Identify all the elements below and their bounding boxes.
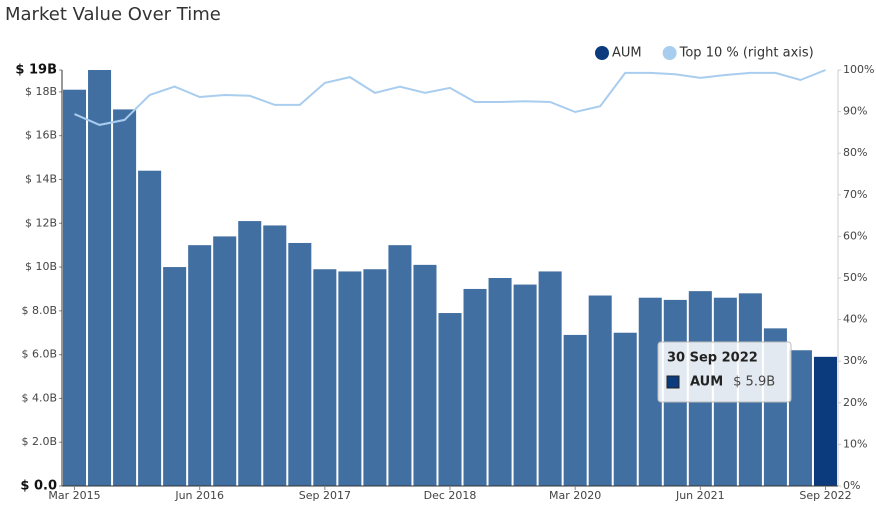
chart-title: Market Value Over Time (5, 4, 221, 25)
bar (263, 225, 287, 486)
bar (188, 245, 212, 486)
bar (638, 297, 662, 486)
bar (313, 269, 337, 486)
y-tick-label: $ 18B (25, 85, 57, 98)
bar (813, 356, 837, 486)
x-tick-label: Sep 2022 (799, 489, 851, 502)
x-tick-label: Mar 2015 (48, 489, 100, 502)
tooltip: 30 Sep 2022 AUM $ 5.9B (657, 341, 792, 403)
tooltip-box (657, 341, 792, 403)
bar (463, 288, 487, 486)
y2-tick-label: 50% (843, 271, 867, 284)
tooltip-name: AUM (690, 375, 723, 390)
tooltip-title: 30 Sep 2022 (667, 351, 758, 366)
x-tick-label: Sep 2017 (299, 489, 351, 502)
y-tick-label: $ 19B (15, 63, 57, 78)
bar (563, 334, 587, 486)
bar (213, 236, 237, 486)
x-tick-label: Jun 2021 (675, 489, 725, 502)
y-tick-label: $ 8.0B (21, 304, 57, 317)
y-tick-label: $ 6.0B (21, 348, 57, 361)
bar (788, 350, 812, 486)
tooltip-marker (666, 375, 680, 389)
legend-marker (595, 46, 609, 60)
x-tick-label: Dec 2018 (424, 489, 477, 502)
bar (413, 264, 437, 486)
x-tick-label: Jun 2016 (174, 489, 224, 502)
bar (538, 271, 562, 486)
bar (363, 269, 387, 486)
y-tick-label: $ 14B (25, 172, 57, 185)
y2-tick-label: 40% (843, 313, 867, 326)
bar (388, 245, 412, 486)
bar (338, 271, 362, 486)
y2-tick-label: 80% (843, 146, 867, 159)
y2-tick-label: 70% (843, 188, 867, 201)
bar (438, 313, 462, 486)
legend-label: Top 10 % (right axis) (679, 46, 814, 61)
y2-tick-label: 90% (843, 105, 867, 118)
y2-tick-label: 20% (843, 396, 867, 409)
line (74, 69, 826, 126)
tooltip-value: $ 5.9B (733, 375, 775, 390)
y2-tick-label: 30% (843, 354, 867, 367)
y-tick-label: $ 12B (25, 216, 57, 229)
y-tick-label: $ 16B (25, 129, 57, 142)
bar (163, 267, 187, 486)
legend-label: AUM (612, 46, 642, 61)
bar (238, 221, 262, 487)
y2-tick-label: 60% (843, 229, 867, 242)
bar (613, 332, 637, 486)
bar (513, 284, 537, 486)
bar (488, 278, 512, 486)
y2-tick-label: 10% (843, 437, 867, 450)
y2-tick-label: 0% (843, 479, 860, 492)
bar (138, 170, 162, 486)
y-tick-label: $ 2.0B (21, 435, 57, 448)
x-tick-label: Mar 2020 (549, 489, 601, 502)
bar (588, 295, 612, 486)
bar (113, 109, 137, 487)
legend-marker (662, 46, 677, 60)
y-tick-label: $ 4.0B (21, 391, 57, 404)
y2-tick-label: 100% (843, 63, 874, 76)
y-tick-label: $ 0.0 (20, 479, 57, 494)
bar (288, 242, 312, 486)
bar (63, 89, 87, 486)
y-tick-label: $ 10B (25, 260, 57, 273)
bar (88, 70, 112, 486)
